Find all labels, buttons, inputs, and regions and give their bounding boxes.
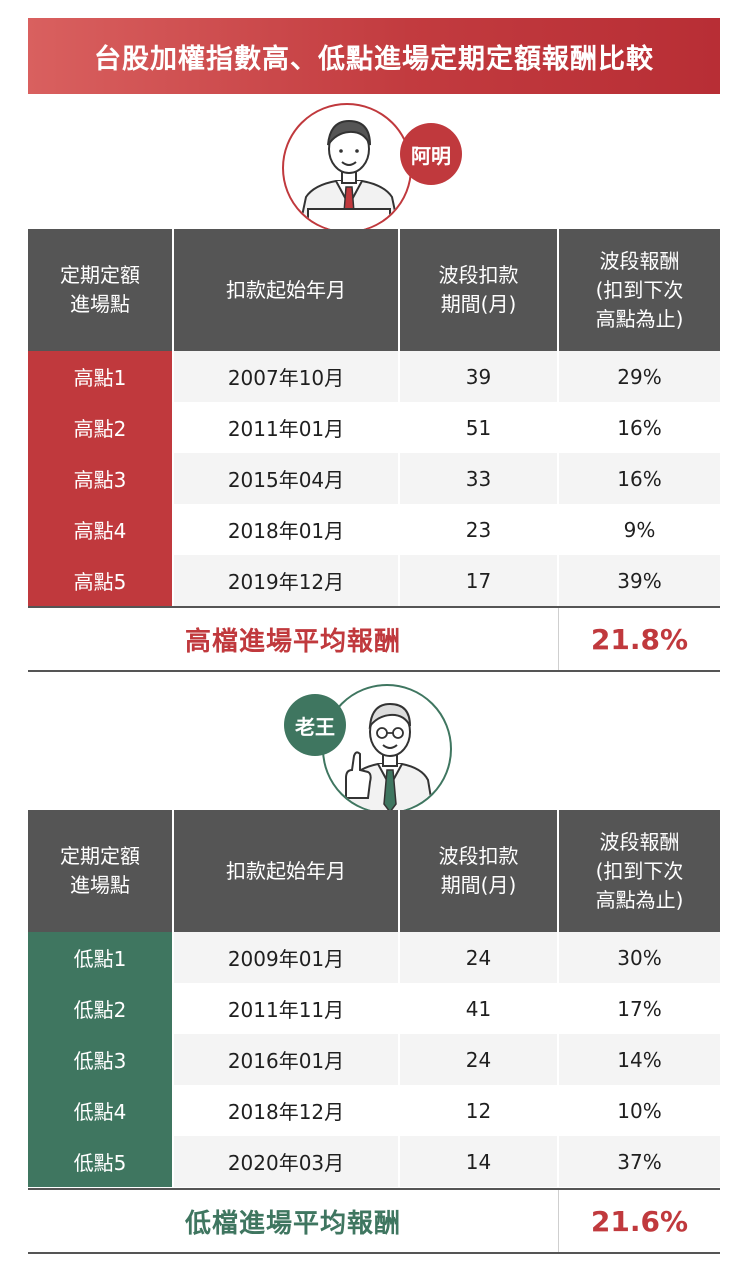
- start-month-cell: 2019年12月: [172, 555, 399, 606]
- low-summary-value: 21.6%: [558, 1190, 720, 1252]
- name-badge-ming: 阿明: [400, 123, 462, 185]
- header-entry-point: 定期定額 進場點: [28, 810, 173, 932]
- period-cell: 24: [398, 1034, 558, 1085]
- return-cell: 39%: [557, 555, 720, 606]
- period-cell: 12: [398, 1085, 558, 1136]
- start-month-cell: 2020年03月: [172, 1136, 399, 1187]
- entry-point-cell: 低點5: [28, 1136, 173, 1187]
- start-month-cell: 2016年01月: [172, 1034, 399, 1085]
- return-cell: 16%: [557, 453, 720, 504]
- businessman-illustration-icon: [297, 119, 401, 231]
- start-month-cell: 2018年01月: [172, 504, 399, 555]
- name-badge-wang: 老王: [284, 694, 346, 756]
- table-row: 高點1 2007年10月 39 29%: [28, 351, 720, 402]
- period-cell: 51: [398, 402, 558, 453]
- table-row: 低點4 2018年12月 12 10%: [28, 1085, 720, 1136]
- return-cell: 30%: [557, 932, 720, 983]
- table-row: 低點3 2016年01月 24 14%: [28, 1034, 720, 1085]
- high-summary-row: 高檔進場平均報酬 21.8%: [28, 606, 720, 672]
- header-start-month: 扣款起始年月: [172, 229, 399, 351]
- entry-point-cell: 高點5: [28, 555, 173, 606]
- low-summary-label: 低檔進場平均報酬: [184, 1208, 401, 1239]
- start-month-cell: 2011年01月: [172, 402, 399, 453]
- low-summary-row: 低檔進場平均報酬 21.6%: [28, 1188, 720, 1254]
- table-row: 高點2 2011年01月 51 16%: [28, 402, 720, 453]
- table-row: 低點2 2011年11月 41 17%: [28, 983, 720, 1034]
- entry-point-cell: 高點4: [28, 504, 173, 555]
- period-cell: 14: [398, 1136, 558, 1187]
- entry-point-cell: 高點1: [28, 351, 173, 402]
- start-month-cell: 2009年01月: [172, 932, 399, 983]
- entry-point-cell: 低點2: [28, 983, 173, 1034]
- avatar-ming: 阿明: [282, 103, 462, 233]
- table-row: 低點5 2020年03月 14 37%: [28, 1136, 720, 1187]
- start-month-cell: 2007年10月: [172, 351, 399, 402]
- period-cell: 39: [398, 351, 558, 402]
- entry-point-cell: 低點4: [28, 1085, 173, 1136]
- header-return: 波段報酬 (扣到下次 高點為止): [557, 810, 720, 932]
- table-row: 高點4 2018年01月 23 9%: [28, 504, 720, 555]
- elder-businessman-illustration-icon: [343, 702, 435, 812]
- entry-point-cell: 高點3: [28, 453, 173, 504]
- table-row: 高點5 2019年12月 17 39%: [28, 555, 720, 606]
- period-cell: 33: [398, 453, 558, 504]
- return-cell: 9%: [557, 504, 720, 555]
- start-month-cell: 2018年12月: [172, 1085, 399, 1136]
- header-period: 波段扣款 期間(月): [398, 229, 558, 351]
- return-cell: 29%: [557, 351, 720, 402]
- table-row: 低點1 2009年01月 24 30%: [28, 932, 720, 983]
- page-title: 台股加權指數高、低點進場定期定額報酬比較: [28, 18, 720, 94]
- period-cell: 17: [398, 555, 558, 606]
- entry-point-cell: 低點3: [28, 1034, 173, 1085]
- table-row: 高點3 2015年04月 33 16%: [28, 453, 720, 504]
- period-cell: 24: [398, 932, 558, 983]
- avatar-wang: 老王: [284, 684, 452, 814]
- return-cell: 37%: [557, 1136, 720, 1187]
- period-cell: 23: [398, 504, 558, 555]
- return-cell: 17%: [557, 983, 720, 1034]
- entry-point-cell: 高點2: [28, 402, 173, 453]
- return-cell: 10%: [557, 1085, 720, 1136]
- header-start-month: 扣款起始年月: [172, 810, 399, 932]
- return-cell: 14%: [557, 1034, 720, 1085]
- header-entry-point: 定期定額 進場點: [28, 229, 173, 351]
- start-month-cell: 2011年11月: [172, 983, 399, 1034]
- header-return: 波段報酬 (扣到下次 高點為止): [557, 229, 720, 351]
- start-month-cell: 2015年04月: [172, 453, 399, 504]
- high-summary-value: 21.8%: [558, 608, 720, 670]
- entry-point-cell: 低點1: [28, 932, 173, 983]
- period-cell: 41: [398, 983, 558, 1034]
- low-entry-table: 定期定額 進場點 扣款起始年月 波段扣款 期間(月) 波段報酬 (扣到下次 高點為止) …: [28, 810, 720, 1187]
- header-period: 波段扣款 期間(月): [398, 810, 558, 932]
- high-summary-label: 高檔進場平均報酬: [184, 626, 401, 657]
- return-cell: 16%: [557, 402, 720, 453]
- high-entry-table: 定期定額 進場點 扣款起始年月 波段扣款 期間(月) 波段報酬 (扣到下次 高點為止) …: [28, 229, 720, 606]
